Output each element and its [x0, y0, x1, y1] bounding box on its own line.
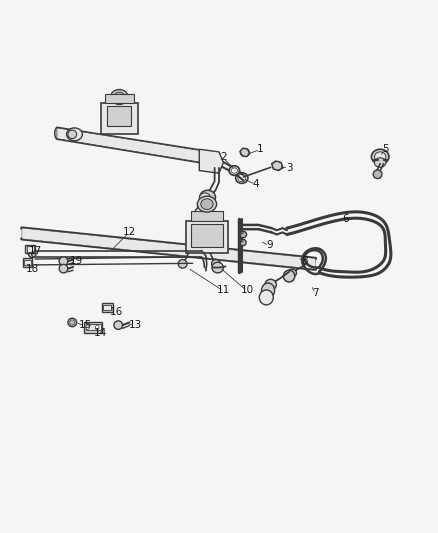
Ellipse shape [198, 200, 210, 214]
Ellipse shape [212, 262, 223, 273]
Text: 8: 8 [301, 256, 308, 266]
Bar [102, 303, 113, 312]
Text: 3: 3 [286, 163, 293, 173]
Ellipse shape [283, 270, 295, 282]
Ellipse shape [265, 279, 276, 290]
Text: 17: 17 [28, 246, 42, 255]
Text: 4: 4 [253, 179, 260, 189]
Text: 14: 14 [94, 328, 107, 338]
Bar [107, 106, 131, 126]
Text: 1: 1 [257, 144, 264, 154]
Ellipse shape [229, 166, 240, 175]
Ellipse shape [373, 170, 382, 179]
Bar [25, 245, 35, 253]
Ellipse shape [70, 320, 75, 325]
Ellipse shape [197, 196, 216, 212]
Ellipse shape [212, 260, 220, 268]
Ellipse shape [68, 318, 77, 327]
Text: 15: 15 [79, 320, 92, 330]
Ellipse shape [86, 325, 89, 329]
Ellipse shape [178, 260, 187, 268]
Ellipse shape [240, 239, 246, 246]
Polygon shape [57, 128, 219, 165]
Text: 13: 13 [129, 320, 142, 330]
Ellipse shape [67, 128, 82, 141]
Ellipse shape [288, 269, 297, 277]
Ellipse shape [259, 290, 273, 305]
Text: 2: 2 [220, 152, 227, 162]
Polygon shape [22, 228, 315, 269]
Text: 6: 6 [343, 214, 350, 223]
Text: 12: 12 [123, 227, 136, 237]
Text: 19: 19 [70, 256, 83, 266]
Bar [24, 260, 31, 265]
Bar [191, 224, 223, 247]
Ellipse shape [32, 251, 36, 257]
Bar [86, 324, 101, 330]
Ellipse shape [59, 257, 68, 265]
Polygon shape [272, 161, 283, 171]
Ellipse shape [114, 321, 123, 329]
Bar [191, 211, 223, 221]
Ellipse shape [374, 158, 386, 167]
Ellipse shape [240, 231, 247, 238]
Bar [186, 221, 228, 253]
Ellipse shape [371, 149, 389, 164]
Ellipse shape [231, 168, 237, 173]
Ellipse shape [95, 325, 99, 329]
Bar [84, 322, 102, 333]
Ellipse shape [200, 190, 215, 204]
Ellipse shape [68, 130, 77, 139]
Ellipse shape [199, 193, 211, 204]
Ellipse shape [374, 152, 386, 161]
Text: 18: 18 [26, 264, 39, 274]
Text: 10: 10 [241, 286, 254, 295]
Ellipse shape [59, 264, 68, 273]
Ellipse shape [201, 199, 213, 209]
Bar [105, 94, 134, 103]
Ellipse shape [114, 92, 125, 102]
Text: 9: 9 [266, 240, 273, 250]
Ellipse shape [110, 90, 128, 104]
Bar [27, 246, 34, 252]
Polygon shape [240, 148, 250, 157]
Bar [23, 258, 32, 266]
Bar [103, 305, 111, 310]
Bar [101, 103, 138, 134]
Ellipse shape [55, 128, 59, 139]
Ellipse shape [261, 283, 275, 298]
Text: 16: 16 [110, 307, 123, 317]
Ellipse shape [194, 207, 208, 222]
Text: 5: 5 [382, 144, 389, 154]
Text: 11: 11 [217, 286, 230, 295]
Polygon shape [199, 149, 223, 173]
Text: 7: 7 [312, 288, 319, 298]
